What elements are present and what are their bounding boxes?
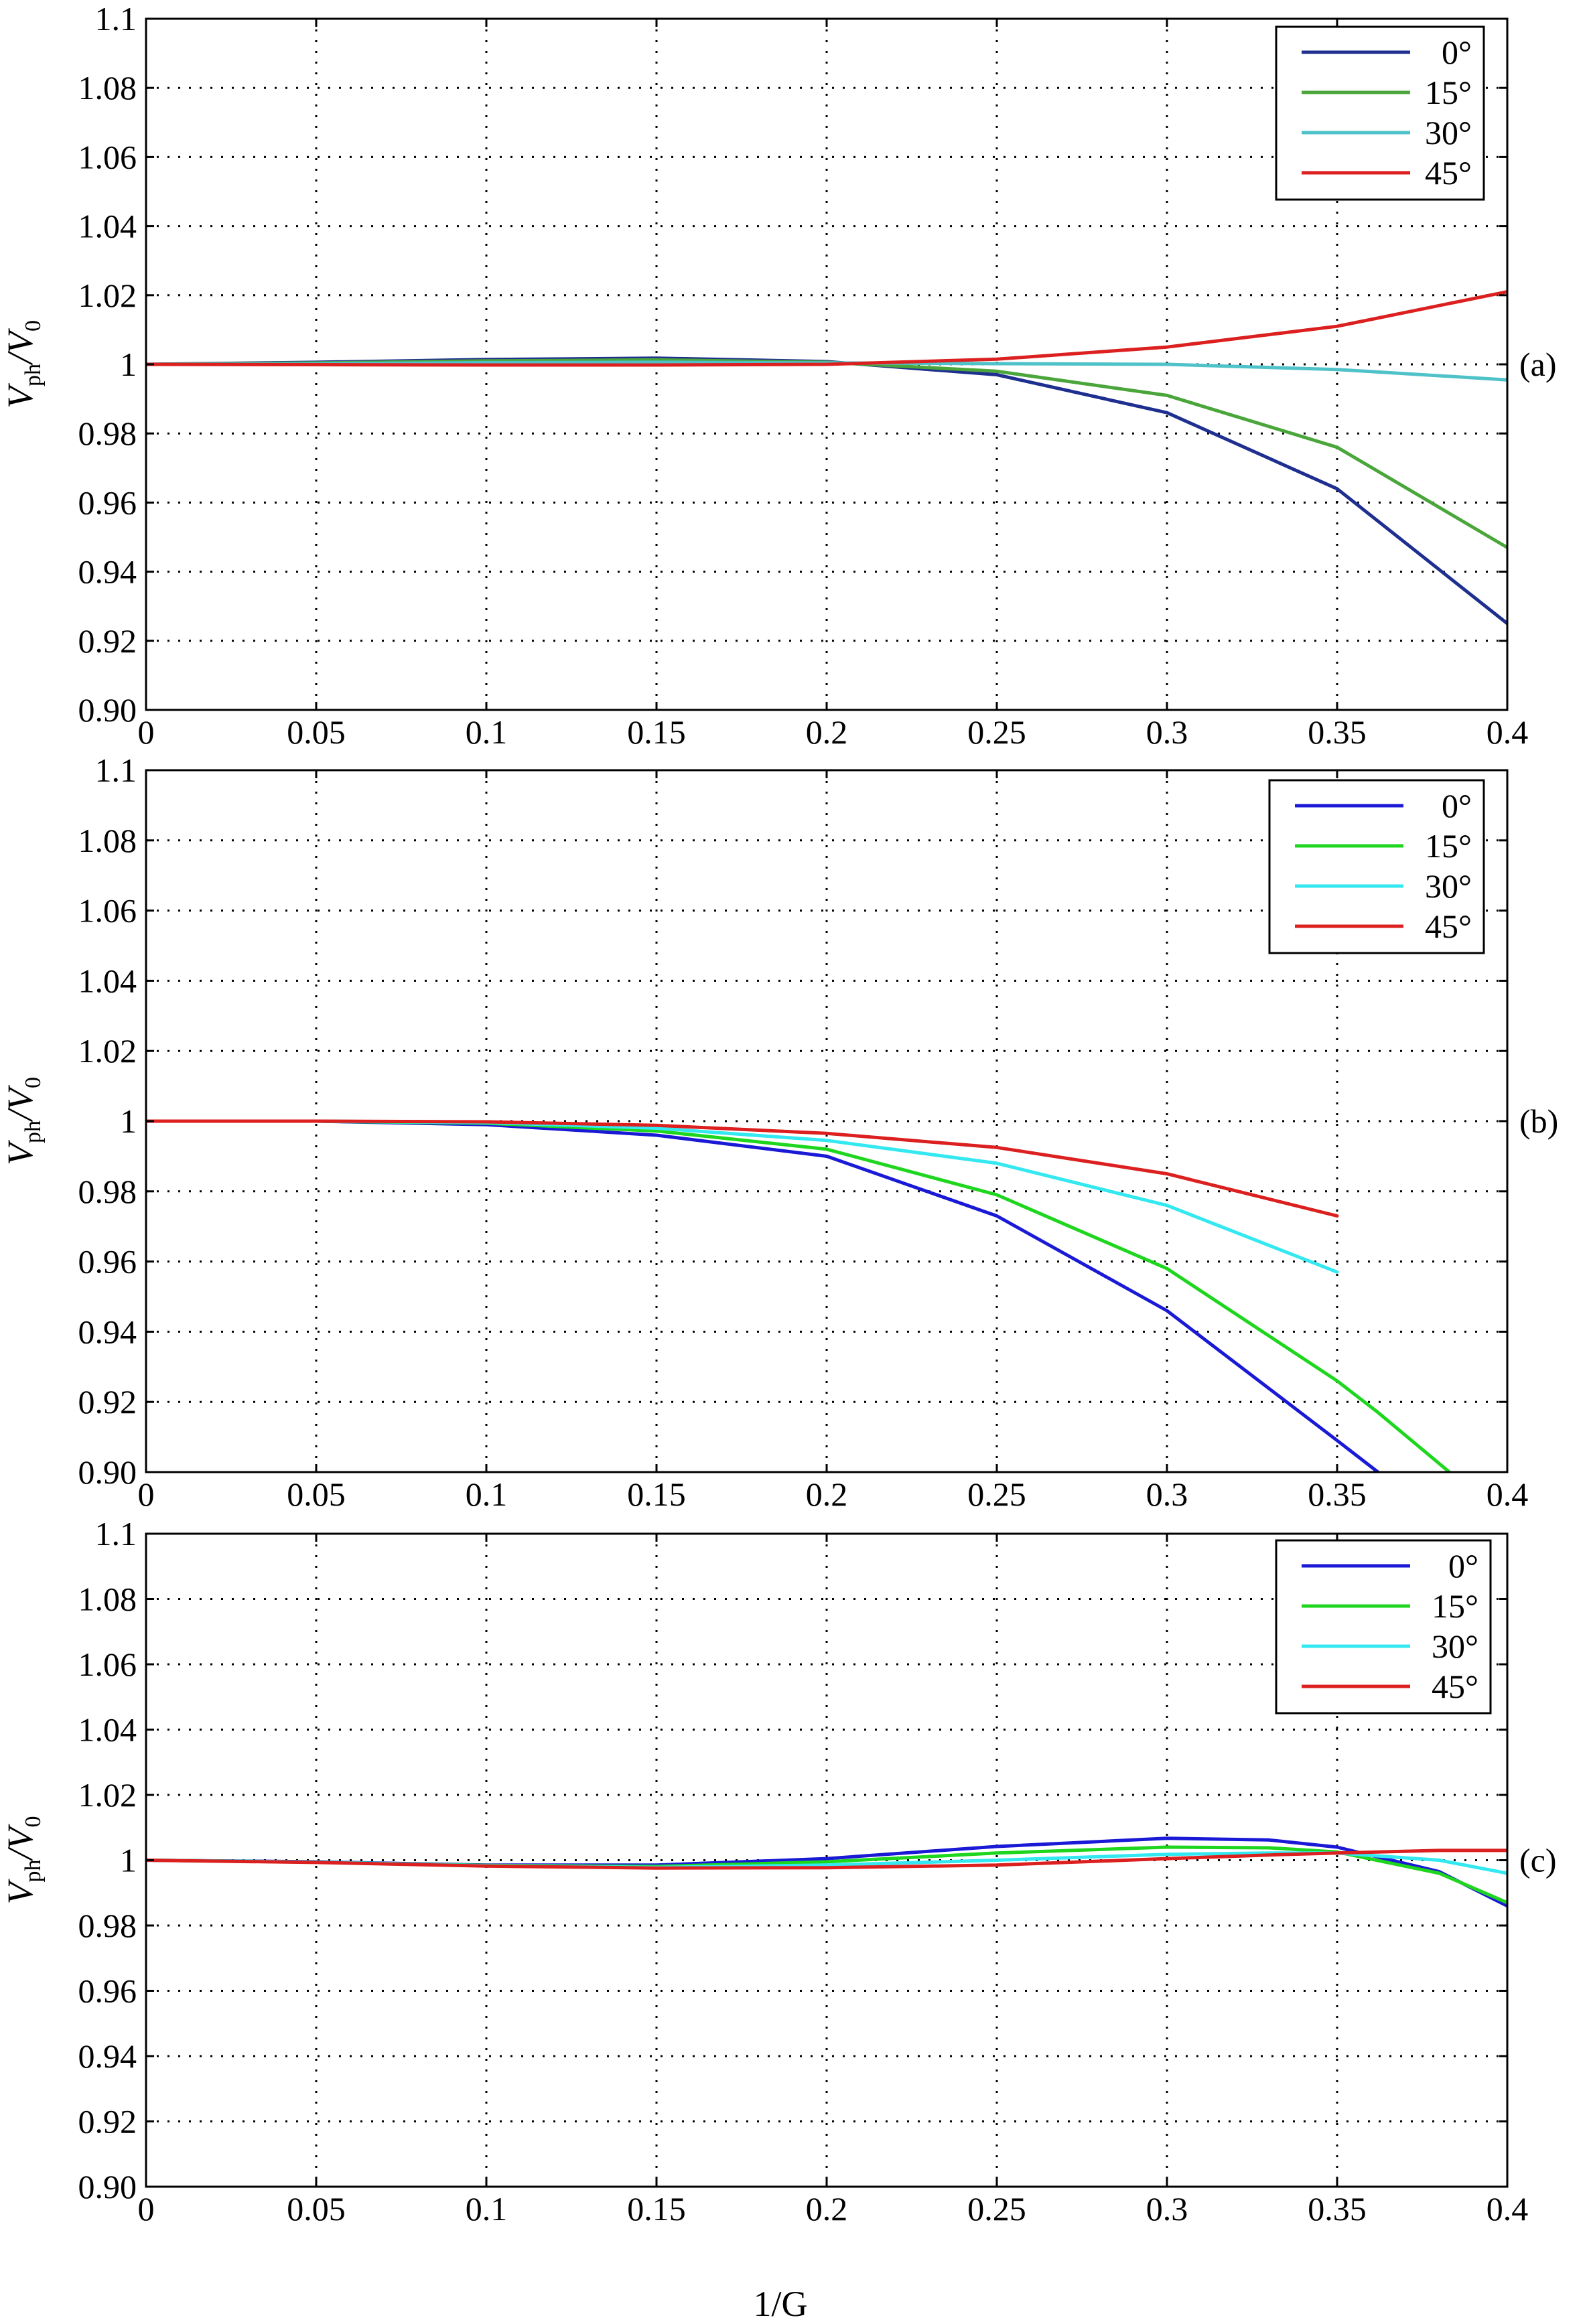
- y-tick-label: 0.94: [78, 2037, 137, 2075]
- y-tick-label: 0.92: [78, 2103, 137, 2140]
- legend-label: 15°: [1425, 827, 1472, 865]
- y-tick-label: 1: [120, 346, 137, 383]
- x-tick-label: 0.05: [287, 1475, 346, 1513]
- x-tick-label: 0.25: [967, 713, 1026, 751]
- x-tick-label: 0: [138, 2190, 155, 2228]
- y-tick-label: 1.1: [95, 751, 137, 789]
- y-axis-label: Vph/V0: [0, 1077, 46, 1165]
- y-tick-label: 1: [120, 1102, 137, 1140]
- chart-panel-3: 0 0.05 0.1 0.15 0.2 0.25 0.3 0.35 0.4 0.90 0.92 0.9…: [0, 1515, 1557, 2228]
- x-tick-label: 0.05: [287, 713, 346, 751]
- y-tick-label: 1.02: [78, 1032, 137, 1070]
- x-tick-label: 0.15: [627, 713, 686, 751]
- x-tick-label: 0.25: [967, 1475, 1026, 1513]
- legend-label: 45°: [1425, 907, 1472, 945]
- x-tick-label: 0.15: [627, 2190, 686, 2228]
- x-axis-label: 1/G: [754, 2284, 808, 2324]
- y-tick-label: 0.98: [78, 1173, 137, 1210]
- y-tick-label: 1.08: [78, 822, 137, 859]
- x-tick-label: 0.3: [1146, 2190, 1188, 2228]
- y-tick-label: 0.96: [78, 484, 137, 521]
- y-tick-label: 1.04: [78, 962, 137, 999]
- panel-tag: (c): [1519, 1842, 1557, 1879]
- y-tick-label: 1.1: [95, 1515, 137, 1552]
- legend-label: 30°: [1432, 1627, 1478, 1665]
- y-tick-label: 1.06: [78, 138, 137, 175]
- x-tick-label: 0.3: [1146, 1475, 1188, 1513]
- x-tick-label: 0.35: [1308, 1475, 1367, 1513]
- x-tick-label: 0.35: [1308, 2190, 1367, 2228]
- legend-label: 30°: [1425, 867, 1472, 905]
- y-tick-label: 0.98: [78, 1907, 137, 1944]
- panel-tag: (b): [1519, 1102, 1558, 1140]
- x-tick-label: 0.05: [287, 2190, 346, 2228]
- y-tick-label: 1.02: [78, 1776, 137, 1814]
- y-tick-label: 0.96: [78, 1972, 137, 2010]
- x-tick-label: 0.4: [1487, 713, 1529, 751]
- legend-box: [1268, 779, 1485, 954]
- x-tick-label: 0: [138, 713, 155, 751]
- x-tick-label: 0.4: [1487, 2190, 1529, 2228]
- legend-label: 30°: [1425, 114, 1472, 151]
- y-tick-label: 0.90: [78, 2168, 137, 2205]
- y-tick-label: 0.90: [78, 691, 137, 729]
- x-tick-label: 0.2: [806, 1475, 848, 1513]
- legend-label: 15°: [1425, 74, 1472, 111]
- x-tick-label: 0.25: [967, 2190, 1026, 2228]
- x-tick-label: 0.3: [1146, 713, 1188, 751]
- y-tick-label: 1.04: [78, 1711, 137, 1749]
- chart-panel-2: 0 0.05 0.1 0.15 0.2 0.25 0.3 0.35 0.4 0.90 0.92 0.9…: [0, 751, 1558, 1513]
- legend-box: [1275, 1539, 1492, 1715]
- legend-label: 0°: [1442, 787, 1472, 824]
- y-tick-label: 0.96: [78, 1243, 137, 1281]
- y-tick-label: 1.1: [95, 0, 137, 38]
- y-axis-label: Vph/V0: [0, 320, 46, 409]
- panel-tag: (a): [1519, 346, 1557, 383]
- x-tick-label: 0.1: [466, 2190, 508, 2228]
- x-tick-label: 0.1: [466, 713, 508, 751]
- panels-group: 0 0.05 0.1 0.15 0.2 0.25 0.3 0.35 0.4 0.90 0.92 0.9…: [0, 0, 1558, 2228]
- y-tick-label: 0.98: [78, 415, 137, 452]
- legend-label: 45°: [1432, 1668, 1478, 1705]
- x-tick-label: 0.2: [806, 713, 848, 751]
- y-tick-label: 0.94: [78, 1313, 137, 1350]
- y-tick-label: 1.08: [78, 69, 137, 106]
- y-tick-label: 1: [120, 1842, 137, 1879]
- x-tick-label: 0.4: [1487, 1475, 1529, 1513]
- y-tick-label: 1.06: [78, 892, 137, 930]
- legend-label: 15°: [1432, 1587, 1478, 1625]
- x-tick-label: 0: [138, 1475, 155, 1513]
- y-tick-label: 0.92: [78, 1383, 137, 1421]
- y-tick-label: 1.08: [78, 1581, 137, 1618]
- legend-label: 0°: [1448, 1547, 1478, 1585]
- series-line-3: [146, 290, 1507, 367]
- x-tick-label: 0.1: [466, 1475, 508, 1513]
- legend: 0°15°30°45°: [1275, 25, 1485, 201]
- legend-box: [1275, 25, 1485, 201]
- y-tick-label: 1.06: [78, 1646, 137, 1683]
- legend: 0°15°30°45°: [1275, 1539, 1492, 1715]
- x-tick-label: 0.2: [806, 2190, 848, 2228]
- x-tick-label: 0.35: [1308, 713, 1367, 751]
- series-line-3: [146, 1848, 1507, 1870]
- y-tick-label: 0.92: [78, 622, 137, 660]
- x-tick-label: 0.15: [627, 1475, 686, 1513]
- y-tick-label: 1.02: [78, 277, 137, 314]
- y-tick-label: 0.90: [78, 1453, 137, 1491]
- y-tick-label: 0.94: [78, 553, 137, 591]
- legend-label: 0°: [1442, 33, 1472, 71]
- chart-panel-1: 0 0.05 0.1 0.15 0.2 0.25 0.3 0.35 0.4 0.90 0.92 0.9…: [0, 0, 1557, 751]
- y-axis-label: Vph/V0: [0, 1816, 46, 1905]
- legend: 0°15°30°45°: [1268, 779, 1485, 954]
- y-tick-label: 1.04: [78, 208, 137, 245]
- legend-label: 45°: [1425, 154, 1472, 192]
